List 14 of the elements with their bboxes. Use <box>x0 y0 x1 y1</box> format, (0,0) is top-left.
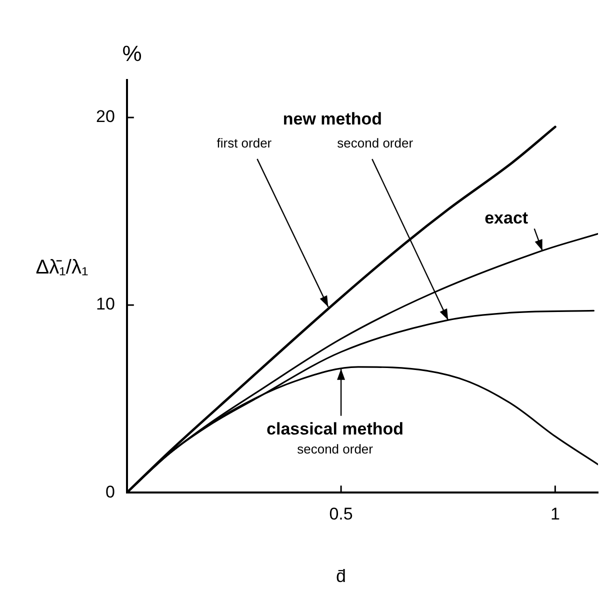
y-axis-title: Δλ̄₁/λ₁ <box>36 256 88 279</box>
annotation: classical method <box>266 420 404 439</box>
annotation: new method <box>282 110 382 129</box>
annotation: exact <box>484 208 528 228</box>
y-tick-label: 10 <box>96 294 115 314</box>
text: % <box>122 41 142 66</box>
y-tick-label: 0 <box>105 482 115 502</box>
x-tick-label: 0.5 <box>329 504 353 524</box>
y-tick-label: 20 <box>96 107 115 126</box>
annotation: second order <box>297 441 374 456</box>
annotation: second order <box>337 136 414 151</box>
x-tick-label: 1 <box>550 504 560 524</box>
annotation: first order <box>216 136 272 151</box>
x-axis-title: d̄ <box>336 566 346 586</box>
